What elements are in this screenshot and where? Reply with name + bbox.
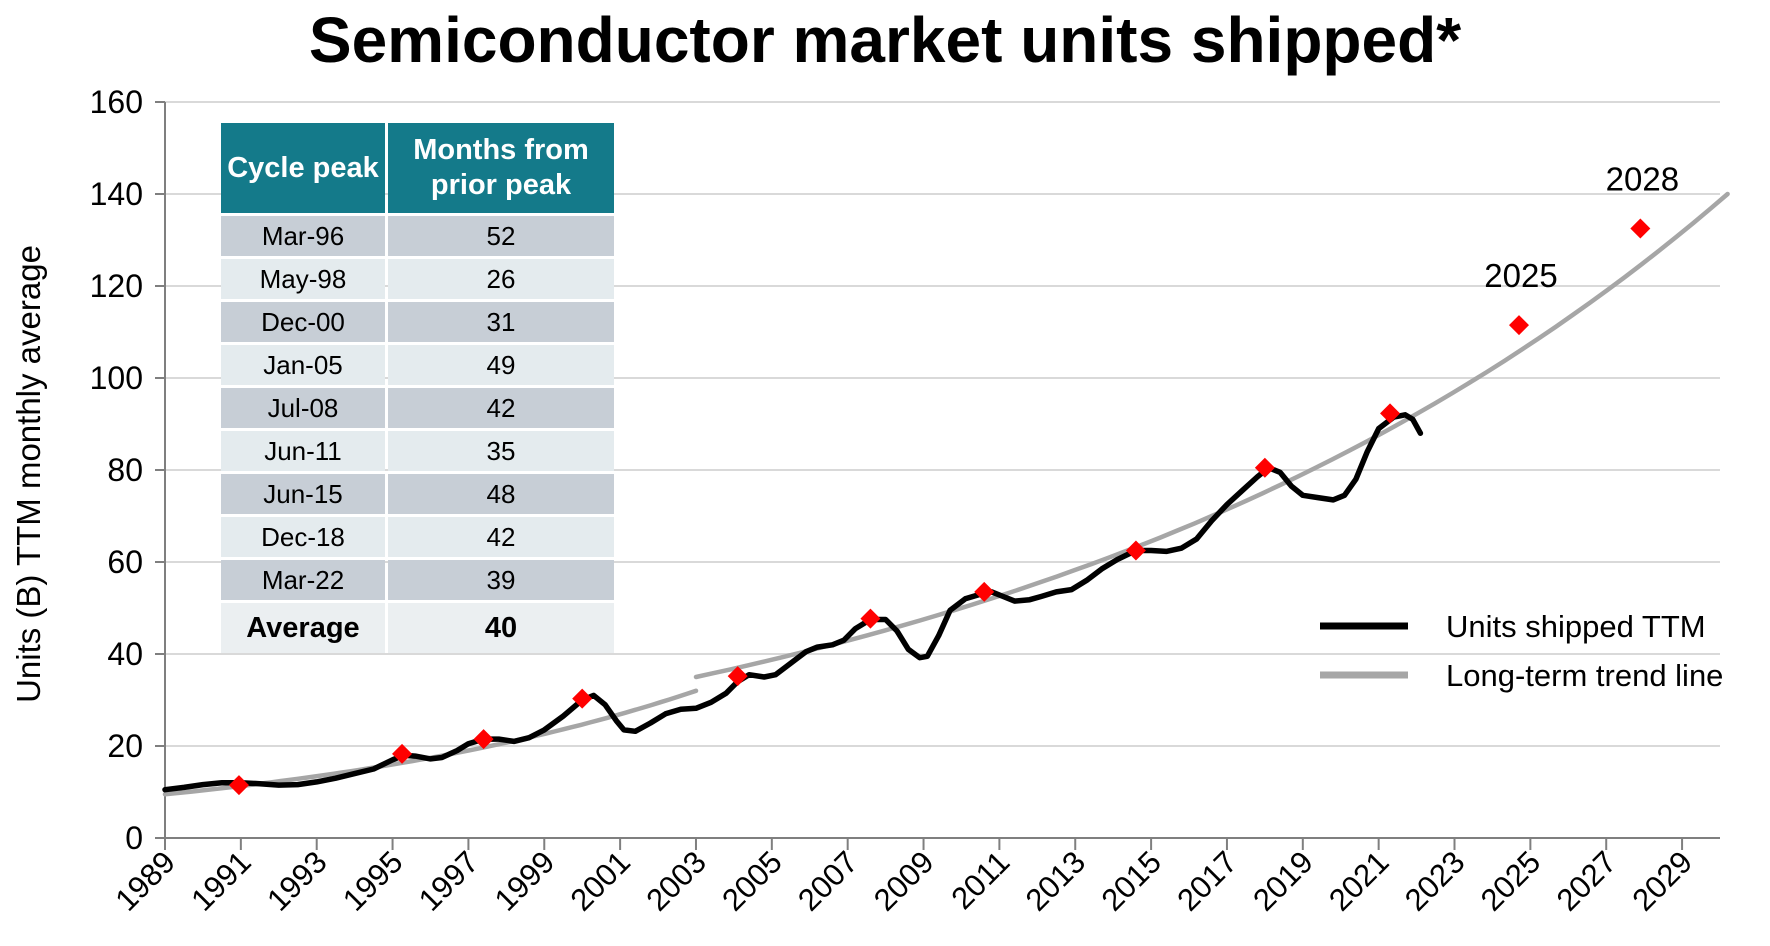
x-tick-label: 2001 — [564, 844, 638, 918]
y-tick-label: 0 — [125, 820, 143, 856]
x-tick-label: 1993 — [260, 844, 334, 918]
x-tick-label: 1997 — [412, 844, 486, 918]
cell-peak: Jul-08 — [221, 388, 385, 428]
peak-marker — [1508, 315, 1529, 336]
chart-title: Semiconductor market units shipped* — [308, 4, 1462, 76]
peak-marker — [974, 581, 995, 602]
y-tick-label: 20 — [107, 728, 143, 764]
peak-marker — [1254, 457, 1275, 478]
cell-peak: Dec-18 — [221, 517, 385, 557]
table-row: Dec-00 31 — [221, 302, 614, 342]
table-row: May-98 26 — [221, 259, 614, 299]
y-axis-title: Units (B) TTM monthly average — [10, 245, 47, 703]
axes — [155, 101, 1720, 850]
peak-marker — [473, 729, 494, 750]
table-row: Mar-22 39 — [221, 560, 614, 600]
units-series — [162, 412, 1424, 793]
x-tick-label: 2029 — [1626, 844, 1700, 918]
y-tick-label: 100 — [90, 360, 143, 396]
table-row: Dec-18 42 — [221, 517, 614, 557]
cell-peak: Mar-22 — [221, 560, 385, 600]
y-tick-label: 80 — [107, 452, 143, 488]
x-tick-label: 2023 — [1398, 844, 1472, 918]
units-shipped-line — [162, 412, 1424, 793]
peak-markers — [228, 218, 1651, 796]
peak-marker — [1380, 403, 1401, 424]
forecast-annotation: 2025 — [1484, 257, 1557, 294]
table-row: Jul-08 42 — [221, 388, 614, 428]
x-tick-label: 2021 — [1322, 844, 1396, 918]
peak-marker — [228, 775, 249, 796]
y-tick-label: 120 — [90, 268, 143, 304]
x-tick-label: 1989 — [108, 844, 182, 918]
x-tick-label: 2003 — [639, 844, 713, 918]
cell-months: 52 — [388, 216, 614, 256]
cell-months: 35 — [388, 431, 614, 471]
header-months: Months from prior peak — [388, 123, 614, 213]
legend-label-units: Units shipped TTM — [1446, 609, 1706, 644]
table-average-row: Average 40 — [221, 603, 614, 653]
table-row: Jun-11 35 — [221, 431, 614, 471]
cell-months: 42 — [388, 517, 614, 557]
cycle-peak-table: Cycle peak Months from prior peak Mar-96… — [218, 120, 617, 656]
x-tick-label: 2025 — [1474, 844, 1548, 918]
x-tick-label: 2013 — [1019, 844, 1093, 918]
y-tick-label: 160 — [90, 84, 143, 120]
average-label: Average — [221, 603, 385, 653]
cell-peak: Jun-15 — [221, 474, 385, 514]
peak-marker — [1630, 218, 1651, 239]
x-tick-label: 1995 — [336, 844, 410, 918]
x-tick-label: 2009 — [867, 844, 941, 918]
peak-marker — [392, 743, 413, 764]
cell-peak: Jun-11 — [221, 431, 385, 471]
x-tick-label: 2011 — [944, 844, 1016, 916]
peak-marker — [860, 608, 881, 629]
table-row: Mar-96 52 — [221, 216, 614, 256]
x-tick-label: 2017 — [1170, 844, 1244, 918]
forecast-annotation: 2028 — [1606, 161, 1679, 198]
legend-label-trend: Long-term trend line — [1446, 658, 1723, 693]
peak-marker — [572, 688, 593, 709]
x-tick-label: 2019 — [1246, 844, 1320, 918]
legend: Units shipped TTM Long-term trend line — [1320, 609, 1723, 693]
cell-months: 42 — [388, 388, 614, 428]
x-tick-label: 2005 — [715, 844, 789, 918]
x-tick-label: 2015 — [1095, 844, 1169, 918]
y-tick-label: 140 — [90, 176, 143, 212]
cell-months: 49 — [388, 345, 614, 385]
trend-line-segment — [162, 688, 699, 797]
y-tick-label: 60 — [107, 544, 143, 580]
table-row: Jun-15 48 — [221, 474, 614, 514]
cell-months: 39 — [388, 560, 614, 600]
cell-months: 26 — [388, 259, 614, 299]
x-tick-label: 2007 — [791, 844, 865, 918]
average-value: 40 — [388, 603, 614, 653]
peak-marker — [1125, 540, 1146, 561]
x-tick-label: 2027 — [1550, 844, 1624, 918]
x-tick-label: 1999 — [488, 844, 562, 918]
peak-marker — [727, 666, 748, 687]
cell-months: 48 — [388, 474, 614, 514]
cell-peak: Jan-05 — [221, 345, 385, 385]
cell-peak: Mar-96 — [221, 216, 385, 256]
table-row: Jan-05 49 — [221, 345, 614, 385]
cell-peak: Dec-00 — [221, 302, 385, 342]
cell-peak: May-98 — [221, 259, 385, 299]
y-tick-label: 40 — [107, 636, 143, 672]
trend-line-segment — [693, 191, 1730, 680]
x-tick-label: 1991 — [184, 844, 258, 918]
header-cycle-peak: Cycle peak — [221, 123, 385, 213]
table-header-row: Cycle peak Months from prior peak — [221, 123, 614, 213]
cell-months: 31 — [388, 302, 614, 342]
